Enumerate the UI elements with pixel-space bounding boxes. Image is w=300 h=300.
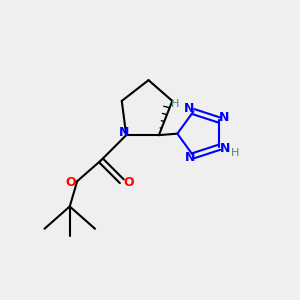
Text: H: H (231, 148, 239, 158)
Text: N: N (219, 111, 229, 124)
Text: H: H (170, 99, 179, 109)
Text: N: N (119, 126, 129, 139)
Text: N: N (184, 151, 195, 164)
Text: N: N (184, 102, 194, 115)
Text: O: O (65, 176, 76, 189)
Text: O: O (123, 176, 134, 189)
Text: N: N (219, 142, 230, 155)
